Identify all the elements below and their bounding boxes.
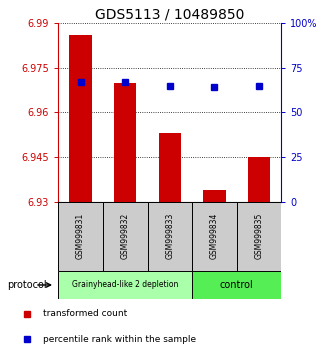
Bar	[192, 202, 237, 271]
Title: GDS5113 / 10489850: GDS5113 / 10489850	[95, 8, 244, 22]
Bar	[103, 202, 148, 271]
Text: protocol: protocol	[7, 280, 46, 290]
Bar	[203, 190, 226, 202]
Text: control: control	[220, 280, 254, 290]
Bar	[192, 271, 281, 299]
Text: GSM999835: GSM999835	[254, 213, 264, 259]
Bar	[248, 157, 270, 202]
Bar	[58, 271, 192, 299]
Text: GSM999831: GSM999831	[76, 213, 85, 259]
Bar	[114, 82, 137, 202]
Text: Grainyhead-like 2 depletion: Grainyhead-like 2 depletion	[72, 280, 178, 290]
Text: GSM999833: GSM999833	[165, 213, 174, 259]
Text: percentile rank within the sample: percentile rank within the sample	[43, 335, 196, 344]
Bar	[159, 133, 181, 202]
Text: GSM999834: GSM999834	[210, 213, 219, 259]
Text: GSM999832: GSM999832	[121, 213, 130, 259]
Bar	[148, 202, 192, 271]
Text: transformed count: transformed count	[43, 309, 128, 318]
Bar	[58, 202, 103, 271]
Bar	[237, 202, 281, 271]
Bar	[69, 35, 92, 202]
